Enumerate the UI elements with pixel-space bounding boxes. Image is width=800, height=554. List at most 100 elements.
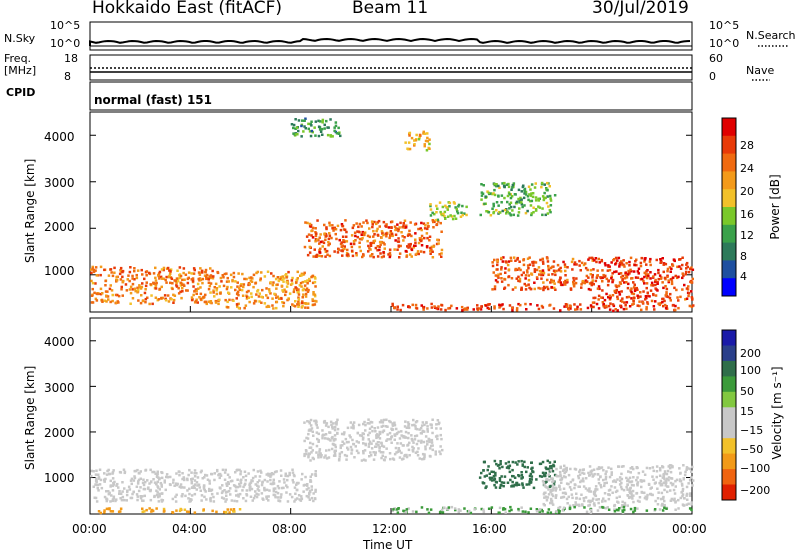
- power-cell: [344, 219, 347, 222]
- power-cell: [643, 275, 646, 279]
- velocity-cell: [627, 478, 630, 481]
- power-cell: [234, 280, 237, 283]
- velocity-cell: [300, 478, 303, 481]
- velocity-cell: [528, 480, 531, 483]
- velocity-cell: [538, 510, 541, 513]
- power-cell: [225, 287, 229, 291]
- velocity-cell: [647, 483, 651, 486]
- power-cell: [281, 289, 284, 292]
- velocity-cell: [668, 466, 672, 470]
- velocity-cell: [193, 511, 197, 514]
- power-cell: [635, 263, 638, 267]
- power-cell: [541, 257, 544, 261]
- power-cell: [589, 288, 592, 292]
- velocity-cell: [651, 475, 654, 478]
- velocity-cell: [200, 499, 203, 502]
- power-cell: [381, 241, 384, 244]
- power-cell: [495, 201, 499, 204]
- velocity-cell: [364, 429, 367, 432]
- velocity-cell: [366, 422, 369, 425]
- velocity-cell: [244, 479, 247, 482]
- power-cell: [486, 303, 490, 306]
- velocity-cell: [559, 473, 562, 477]
- velocity-cell: [309, 424, 313, 427]
- velocity-cell: [367, 418, 370, 421]
- power-cell: [432, 226, 435, 229]
- velocity-cell: [245, 493, 248, 496]
- power-cell: [361, 255, 364, 259]
- power-cell: [454, 206, 457, 209]
- velocity-cell: [314, 422, 318, 425]
- power-cell: [661, 257, 664, 260]
- power-cell: [148, 271, 151, 275]
- velocity-cell: [337, 459, 341, 462]
- power-cell: [493, 305, 496, 308]
- power-cell: [192, 285, 195, 288]
- power-cell: [191, 279, 195, 282]
- power-cell: [504, 267, 507, 270]
- power-cell: [131, 288, 134, 291]
- power-cell: [236, 285, 239, 288]
- velocity-cell: [656, 487, 659, 490]
- power-cell: [661, 300, 664, 304]
- velocity-cell: [257, 485, 260, 488]
- power-cell: [366, 221, 369, 225]
- velocity-cell: [655, 475, 658, 479]
- velocity-cell: [526, 466, 529, 469]
- power-cell: [105, 300, 108, 303]
- power-cell: [246, 295, 249, 299]
- power-cell: [627, 282, 630, 286]
- power-cell: [500, 194, 504, 197]
- power-cell: [355, 254, 358, 257]
- velocity-cell: [503, 507, 507, 511]
- velocity-cell: [418, 457, 421, 460]
- power-cell: [621, 279, 624, 282]
- power-cell: [503, 196, 506, 200]
- velocity-cell: [482, 460, 486, 464]
- power-cell: [500, 268, 503, 271]
- velocity-cell: [494, 474, 497, 477]
- velocity-cell: [350, 448, 354, 451]
- velocity-cell: [686, 498, 689, 501]
- power-cell: [300, 124, 303, 128]
- power-cell: [385, 235, 388, 238]
- power-cell: [609, 302, 612, 305]
- velocity-cell: [107, 492, 111, 496]
- velocity-cell: [306, 420, 309, 423]
- power-cell: [340, 223, 344, 226]
- power-cell: [487, 307, 491, 310]
- power-cell: [422, 250, 426, 254]
- velocity-cell: [202, 485, 206, 489]
- power-cell: [503, 286, 507, 289]
- velocity-cell: [414, 427, 417, 430]
- vel-cb-tick-100: 100: [740, 364, 761, 377]
- power-cell: [564, 269, 567, 273]
- velocity-cell: [589, 490, 592, 493]
- velocity-cell: [596, 509, 600, 512]
- velocity-cell: [413, 423, 416, 427]
- power-cell: [546, 181, 549, 185]
- power-cell: [310, 234, 313, 237]
- power-cell: [94, 282, 97, 285]
- nsearch-tick-low: 10^0: [709, 37, 740, 50]
- velocity-cell: [248, 488, 252, 492]
- power-cell: [533, 270, 537, 273]
- power-cell: [413, 223, 417, 226]
- velocity-cell: [578, 473, 582, 476]
- power-cell: [248, 300, 251, 304]
- velocity-cell: [588, 465, 592, 468]
- velocity-cell: [308, 493, 311, 496]
- power-cell: [174, 279, 177, 283]
- power-cell: [397, 240, 401, 243]
- velocity-cell: [260, 492, 264, 495]
- power-cell: [571, 268, 574, 271]
- power-cell: [664, 294, 667, 297]
- velocity-cell: [321, 436, 324, 440]
- power-cell: [309, 225, 313, 228]
- velocity-cell: [656, 503, 660, 506]
- power-cell: [511, 209, 514, 212]
- vel-cb-tick-15: 15: [740, 405, 754, 418]
- velocity-cell: [376, 426, 380, 429]
- power-colorbar-segment: [722, 118, 736, 137]
